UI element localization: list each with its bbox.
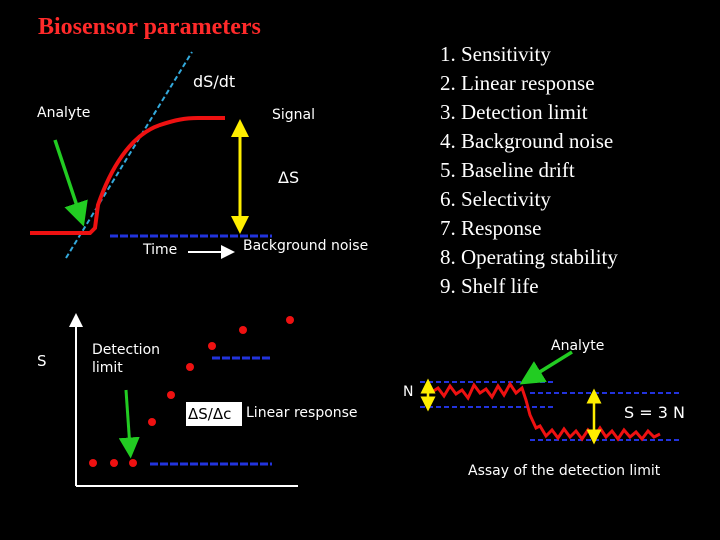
- time-label: Time: [143, 242, 178, 258]
- data-point: [286, 316, 294, 324]
- data-point: [148, 418, 156, 426]
- noisy-signal: [431, 381, 661, 442]
- response-curve-diagram: [30, 51, 272, 259]
- response-curve: [30, 116, 225, 235]
- parameter-item: 5. Baseline drift: [440, 158, 575, 182]
- calibration-diagram: [69, 313, 298, 487]
- parameter-item: 2. Linear response: [440, 71, 595, 95]
- parameter-item: 6. Selectivity: [440, 187, 551, 211]
- delta-s-label: ΔS: [278, 168, 300, 187]
- data-point: [186, 363, 194, 371]
- data-point: [110, 459, 118, 467]
- parameter-item: 9. Shelf life: [440, 274, 539, 298]
- assay-caption: Assay of the detection limit: [468, 463, 661, 479]
- data-point: [167, 391, 175, 399]
- background-noise-label: Background noise: [243, 238, 369, 254]
- analyte-label: Analyte: [37, 105, 91, 121]
- parameter-list: 1. Sensitivity 2. Linear response 3. Det…: [440, 40, 618, 301]
- parameter-item: 7. Response: [440, 216, 542, 240]
- ratio-label-box: [186, 402, 242, 426]
- assay-diagram: [420, 350, 682, 445]
- detection-limit-label: Detection limit: [92, 342, 161, 376]
- data-point: [239, 326, 247, 334]
- page-title: Biosensor parameters: [38, 14, 261, 40]
- parameter-item: 1. Sensitivity: [440, 42, 551, 66]
- data-point: [208, 342, 216, 350]
- linear-response-label: Linear response: [246, 405, 358, 421]
- parameter-item: 3. Detection limit: [440, 100, 588, 124]
- s-axis-label: S: [37, 352, 47, 370]
- analyte-arrow: [53, 139, 88, 227]
- assay-analyte-arrow: [519, 350, 573, 385]
- assay-analyte-label: Analyte: [551, 338, 605, 354]
- data-point: [129, 459, 137, 467]
- slope-label: dS/dt: [193, 72, 236, 91]
- n-label: N: [403, 384, 414, 400]
- parameter-item: 8. Operating stability: [440, 245, 618, 269]
- data-point: [89, 459, 97, 467]
- slope-tangent-line: [65, 51, 193, 259]
- ratio-label: ΔS/Δc: [188, 405, 232, 423]
- signal-label: Signal: [272, 107, 316, 123]
- parameter-item: 4. Background noise: [440, 129, 614, 153]
- detection-limit-arrow: [118, 389, 140, 459]
- s-equals-label: S = 3 N: [624, 403, 685, 422]
